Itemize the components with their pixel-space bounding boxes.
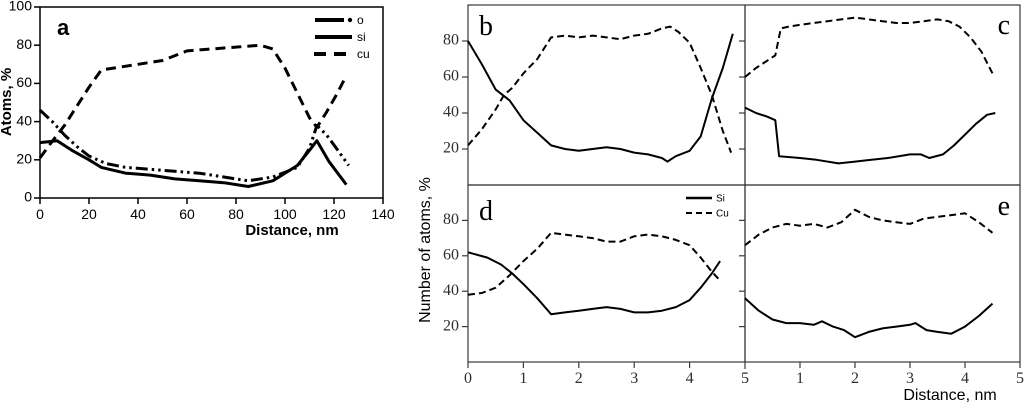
chart-a-x-tick-label: 40 — [130, 206, 146, 222]
chart-a-y-tick-label: 0 — [24, 189, 32, 205]
chart-a-x-tick-label: 140 — [371, 206, 395, 222]
grid-x-axis-title: Distance, nm — [903, 387, 996, 404]
chart-a-y-tick-label: 80 — [16, 36, 32, 52]
chart-a-x-axis-title: Distance, nm — [245, 222, 338, 239]
panel-b-series-Si — [467, 33, 734, 163]
grid-y-tick-label: 40 — [443, 104, 459, 121]
panel-d-series-Si — [467, 251, 721, 316]
chart-a-x-tick-label: 80 — [228, 206, 244, 222]
grid-x-tick-label: 0 — [464, 370, 472, 387]
chart-a-series-o — [38, 109, 350, 183]
chart-a-legend-label: si — [357, 30, 366, 44]
grid-y-tick-label: 80 — [443, 211, 459, 228]
panel-e-border — [744, 184, 1021, 363]
grid-y-tick-label: 20 — [443, 140, 459, 157]
chart-a-x-tick-label: 0 — [36, 206, 44, 222]
grid-legend-label: Cu — [716, 209, 729, 220]
grid-x-tick-label: 1 — [519, 370, 527, 387]
grid-y-tick-label: 20 — [443, 317, 459, 334]
grid-y-tick-label: 60 — [443, 246, 459, 263]
panel-e-series-Cu — [744, 208, 994, 246]
chart-a-x-tick-label: 60 — [179, 206, 195, 222]
panel-letter-b: b — [479, 11, 493, 42]
grid-x-tick-label: 3 — [906, 370, 914, 387]
chart-a-plot-border — [39, 6, 384, 199]
chart-a-y-tick-label: 20 — [16, 151, 32, 167]
panel-d-series-Cu — [467, 231, 721, 296]
chart-a-series-cu — [38, 43, 348, 159]
grid-x-tick-label: 1 — [796, 370, 804, 387]
chart-a-y-tick-label: 100 — [9, 0, 33, 14]
panel-b-series-Cu — [467, 25, 733, 153]
chart-a-legend-label: o — [357, 13, 364, 27]
chart-a-panel-letter: a — [57, 15, 70, 40]
grid-x-tick-label: 2 — [575, 370, 583, 387]
panel-b-border — [467, 4, 746, 186]
grid-x-tick-label: 2 — [851, 370, 859, 387]
chart-a-series-si — [39, 139, 348, 188]
grid-x-tick-label: 5 — [1016, 370, 1024, 387]
grid-y-axis-title: Number of atoms, % — [417, 177, 434, 323]
panel-e-series-Si — [744, 297, 994, 339]
panel-letter-d: d — [479, 196, 493, 227]
chart-a-legend-label: cu — [357, 47, 370, 61]
grid-y-tick-label: 80 — [443, 32, 459, 49]
grid-legend-label: Si — [716, 194, 725, 205]
grid-x-tick-label: 4 — [686, 370, 694, 387]
grid-y-tick-label: 60 — [443, 68, 459, 85]
panel-c-series-Si — [744, 106, 996, 165]
grid-x-tick-label: 4 — [961, 370, 969, 387]
panel-letter-c: c — [998, 10, 1010, 41]
panel-c-series-Cu — [744, 16, 994, 78]
grid-x-tick-label-shared: 5 — [741, 370, 749, 387]
chart-a-x-tick-label: 20 — [81, 206, 97, 222]
chart-a-x-tick-label: 100 — [273, 206, 297, 222]
chart-a-y-axis-title: Atoms, % — [0, 68, 15, 136]
chart-a-legend-sample-dot — [347, 17, 353, 23]
chart-a-y-tick-label: 60 — [16, 74, 32, 90]
panel-d-border — [467, 184, 746, 363]
grid-x-tick-label: 3 — [630, 370, 638, 387]
chart-a-y-tick-label: 40 — [16, 112, 32, 128]
chart-a-x-tick-label: 120 — [322, 206, 346, 222]
grid-y-tick-label: 40 — [443, 282, 459, 299]
panel-letter-e: e — [998, 191, 1010, 222]
